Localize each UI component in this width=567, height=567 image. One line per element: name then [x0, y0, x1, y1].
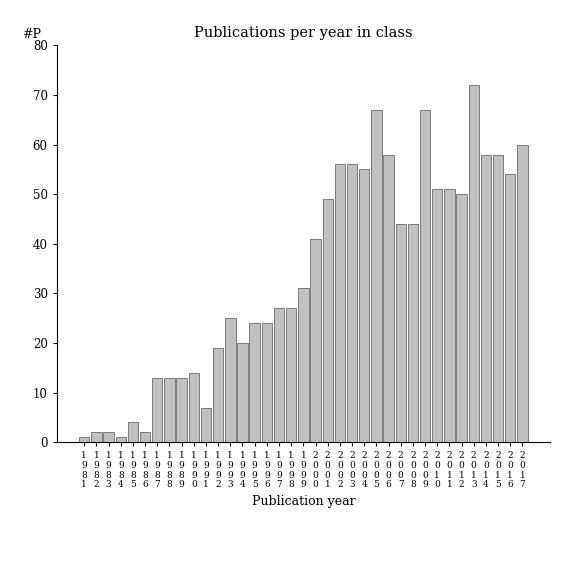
Bar: [103, 433, 114, 442]
Bar: [420, 110, 430, 442]
Bar: [468, 85, 479, 442]
Bar: [323, 199, 333, 442]
Bar: [298, 289, 308, 442]
Bar: [164, 378, 175, 442]
Bar: [505, 175, 515, 442]
Bar: [116, 437, 126, 442]
Bar: [396, 224, 406, 442]
Bar: [152, 378, 163, 442]
Bar: [140, 433, 150, 442]
X-axis label: Publication year: Publication year: [252, 495, 355, 508]
Bar: [91, 433, 101, 442]
Bar: [432, 189, 442, 442]
Bar: [128, 422, 138, 442]
Bar: [347, 164, 357, 442]
Bar: [310, 239, 321, 442]
Bar: [517, 145, 527, 442]
Bar: [481, 155, 491, 442]
Bar: [408, 224, 418, 442]
Bar: [286, 308, 297, 442]
Bar: [359, 170, 369, 442]
Text: #P: #P: [22, 28, 41, 41]
Bar: [79, 437, 90, 442]
Bar: [225, 318, 235, 442]
Bar: [493, 155, 503, 442]
Bar: [261, 323, 272, 442]
Bar: [189, 373, 199, 442]
Title: Publications per year in class: Publications per year in class: [194, 26, 413, 40]
Bar: [176, 378, 187, 442]
Bar: [335, 164, 345, 442]
Bar: [201, 408, 211, 442]
Bar: [249, 323, 260, 442]
Bar: [238, 343, 248, 442]
Bar: [383, 155, 393, 442]
Bar: [274, 308, 284, 442]
Bar: [371, 110, 382, 442]
Bar: [213, 348, 223, 442]
Bar: [444, 189, 455, 442]
Bar: [456, 194, 467, 442]
